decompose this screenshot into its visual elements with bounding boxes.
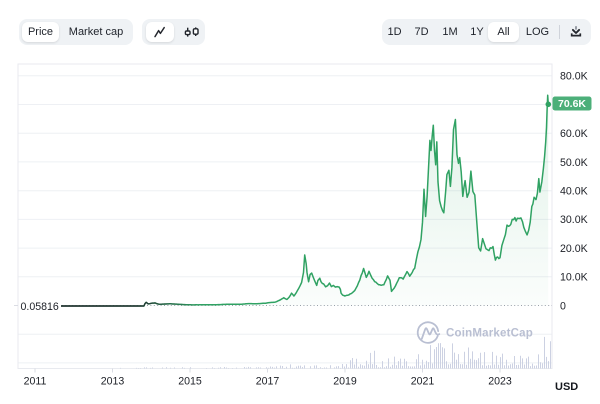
svg-text:40.0K: 40.0K [560, 186, 588, 198]
svg-text:0.05816: 0.05816 [21, 301, 59, 313]
svg-text:2023: 2023 [488, 376, 512, 388]
svg-text:50.0K: 50.0K [560, 157, 588, 169]
svg-text:2013: 2013 [101, 376, 125, 388]
svg-text:10.0K: 10.0K [560, 272, 588, 284]
svg-text:2021: 2021 [411, 376, 435, 388]
svg-text:2019: 2019 [333, 376, 357, 388]
svg-text:80.0K: 80.0K [560, 71, 588, 83]
svg-text:20.0K: 20.0K [560, 243, 588, 255]
svg-text:70.6K: 70.6K [558, 98, 586, 110]
svg-text:30.0K: 30.0K [560, 214, 588, 226]
svg-text:60.0K: 60.0K [560, 128, 588, 140]
svg-text:2011: 2011 [24, 376, 47, 388]
svg-text:USD: USD [555, 381, 578, 393]
svg-text:0: 0 [560, 300, 566, 312]
svg-text:2015: 2015 [178, 376, 202, 388]
svg-text:2017: 2017 [256, 376, 280, 388]
svg-text:CoinMarketCap: CoinMarketCap [446, 328, 533, 340]
